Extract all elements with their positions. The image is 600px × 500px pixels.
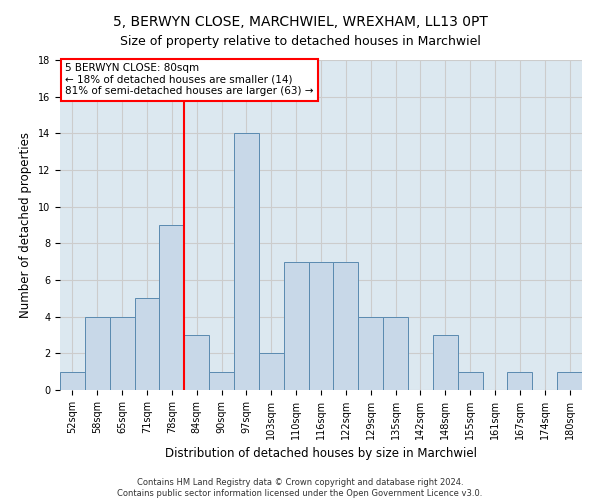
Y-axis label: Number of detached properties: Number of detached properties [19, 132, 32, 318]
Bar [383, 316, 408, 390]
Bar [184, 335, 209, 390]
Text: 5, BERWYN CLOSE, MARCHWIEL, WREXHAM, LL13 0PT: 5, BERWYN CLOSE, MARCHWIEL, WREXHAM, LL1… [113, 15, 487, 29]
Bar [334, 262, 358, 390]
Bar [85, 316, 110, 390]
Bar [458, 372, 482, 390]
Text: 5 BERWYN CLOSE: 80sqm
← 18% of detached houses are smaller (14)
81% of semi-deta: 5 BERWYN CLOSE: 80sqm ← 18% of detached … [65, 64, 314, 96]
Bar [259, 354, 284, 390]
Bar [508, 372, 532, 390]
Bar [134, 298, 160, 390]
Text: Size of property relative to detached houses in Marchwiel: Size of property relative to detached ho… [119, 35, 481, 48]
Bar [234, 134, 259, 390]
Text: Contains HM Land Registry data © Crown copyright and database right 2024.
Contai: Contains HM Land Registry data © Crown c… [118, 478, 482, 498]
Bar [358, 316, 383, 390]
Bar [60, 372, 85, 390]
Bar [433, 335, 458, 390]
Bar [308, 262, 334, 390]
Bar [209, 372, 234, 390]
Bar [160, 225, 184, 390]
Bar [284, 262, 308, 390]
X-axis label: Distribution of detached houses by size in Marchwiel: Distribution of detached houses by size … [165, 448, 477, 460]
Bar [110, 316, 134, 390]
Bar [557, 372, 582, 390]
